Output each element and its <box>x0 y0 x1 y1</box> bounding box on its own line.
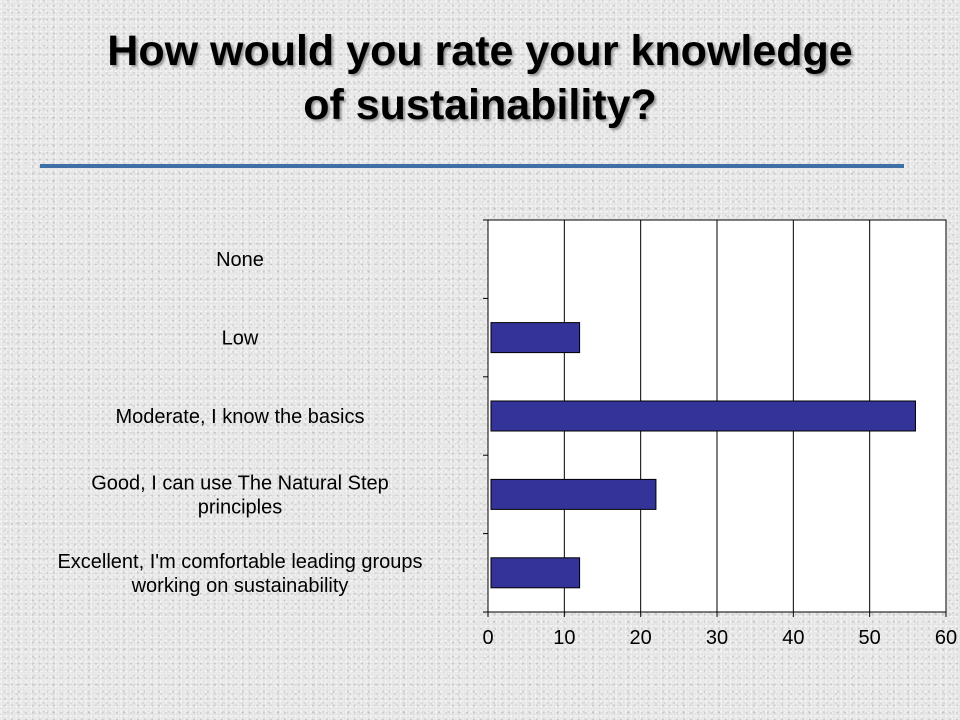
category-label-3: Good, I can use The Natural Step principl… <box>91 472 389 518</box>
x-tick-label-3: 30 <box>706 627 728 649</box>
category-label-2: Moderate, I know the basics <box>115 406 364 428</box>
x-tick-label-4: 40 <box>782 627 804 649</box>
category-labels: None Low Moderate, I know the basics Good, … <box>57 249 422 597</box>
horizontal-bar-chart: None Low Moderate, I know the basics Good, … <box>57 219 957 649</box>
bar-4 <box>490 557 581 589</box>
category-label-4: Excellent, I'm comfortable leading group… <box>57 551 422 597</box>
title-line-1: How would you rate your knowledge <box>107 27 853 75</box>
bars <box>490 322 916 589</box>
category-label-0: None <box>216 249 264 271</box>
bar-1 <box>490 322 581 354</box>
axes <box>483 219 947 617</box>
title-line-2: of sustainability? <box>303 81 657 129</box>
bar-2 <box>490 400 916 432</box>
slide-title: How would you rate your knowledge of sus… <box>0 24 960 132</box>
x-tick-labels: 0 10 20 30 40 50 60 <box>482 627 957 649</box>
category-label-1: Low <box>222 328 259 350</box>
x-tick-label-5: 50 <box>859 627 881 649</box>
title-underline <box>40 164 904 168</box>
x-tick-label-0: 0 <box>482 627 493 649</box>
x-tick-label-2: 20 <box>630 627 652 649</box>
x-tick-label-6: 60 <box>935 627 957 649</box>
x-tick-label-1: 10 <box>553 627 575 649</box>
bar-3 <box>490 478 657 510</box>
